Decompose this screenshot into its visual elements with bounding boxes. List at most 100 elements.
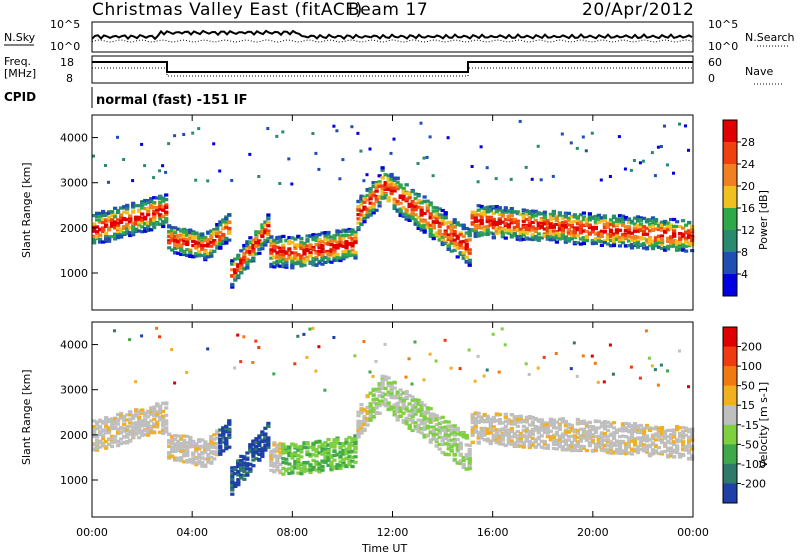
heatmap-cell: [164, 205, 169, 209]
heatmap-cell: [320, 452, 325, 456]
heatmap-cell: [539, 218, 544, 222]
heatmap-cell: [675, 446, 680, 450]
heatmap-cell: [494, 207, 499, 211]
heatmap-cell: [530, 423, 535, 427]
heatmap-cell: [365, 419, 370, 423]
heatmap-cell: [356, 226, 361, 230]
heatmap-cell: [395, 187, 400, 191]
heatmap-cell: [500, 235, 505, 239]
heatmap-cell: [323, 447, 328, 451]
heatmap-cell: [407, 204, 412, 208]
heatmap-cell: [428, 233, 433, 237]
heatmap-cell: [209, 441, 214, 445]
heatmap-cell: [158, 217, 163, 221]
heatmap-cell: [125, 418, 130, 422]
heatmap-cell: [563, 225, 568, 229]
heatmap-cell: [356, 428, 361, 432]
heatmap-cell: [614, 222, 620, 227]
heatmap-cell: [446, 220, 451, 224]
heatmap-cell: [581, 445, 586, 449]
heatmap-cell: [407, 217, 412, 221]
heatmap-cell: [362, 428, 367, 432]
heatmap-cell: [566, 239, 571, 243]
heatmap-cell: [647, 218, 653, 222]
heatmap-cell: [383, 375, 388, 379]
heatmap-cell: [587, 428, 592, 432]
heatmap-cell: [491, 220, 496, 224]
heatmap-cell: [371, 414, 376, 418]
heatmap-cell: [359, 209, 364, 213]
heatmap-cell: [233, 484, 238, 488]
heatmap-cell: [284, 261, 289, 265]
heatmap-cell: [320, 240, 325, 244]
heatmap-cell: [515, 222, 520, 227]
heatmap-cell: [518, 444, 523, 448]
heatmap-cell: [143, 420, 148, 424]
heatmap-cell: [491, 226, 496, 230]
heatmap-cell: [281, 449, 286, 453]
heatmap-cell: [356, 425, 361, 430]
heatmap-cell: [236, 459, 241, 463]
heatmap-cell: [464, 242, 469, 246]
heatmap-cell: [242, 243, 247, 248]
heatmap-cell: [263, 229, 268, 234]
heatmap-cell: [584, 149, 588, 153]
heatmap-cell: [521, 424, 526, 428]
heatmap-cell: [440, 241, 445, 245]
heatmap-cell: [464, 249, 469, 253]
heatmap-cell: [362, 418, 367, 422]
heatmap-cell: [434, 438, 439, 442]
heatmap-cell: [614, 431, 620, 435]
heatmap-cell: [356, 207, 361, 211]
heatmap-cell: [515, 236, 520, 240]
heatmap-cell: [350, 253, 355, 257]
heatmap-cell: [623, 435, 629, 439]
heatmap-cell: [341, 452, 346, 456]
heatmap-cell: [314, 263, 319, 267]
heatmap-cell: [431, 224, 436, 228]
heatmap-cell: [458, 441, 463, 445]
heatmap-cell: [368, 370, 372, 374]
heatmap-cell: [602, 225, 607, 230]
heatmap-cell: [359, 420, 364, 424]
heatmap-cell: [188, 248, 193, 252]
heatmap-cell: [332, 251, 337, 255]
heatmap-cell: [290, 471, 295, 475]
heatmap-cell: [311, 448, 316, 452]
heatmap-cell: [479, 231, 484, 235]
heatmap-cell: [473, 210, 478, 214]
heatmap-cell: [542, 210, 547, 214]
heatmap-cell: [578, 439, 583, 443]
heatmap-cell: [272, 455, 277, 459]
heatmap-cell: [419, 121, 423, 125]
heatmap-cell: [248, 252, 253, 256]
heatmap-cell: [170, 248, 175, 252]
heatmap-cell: [560, 236, 565, 240]
heatmap-cell: [503, 430, 508, 434]
heatmap-cell: [497, 212, 502, 217]
heatmap-cell: [356, 435, 361, 439]
heatmap-cell: [521, 214, 526, 218]
heatmap-cell: [452, 225, 457, 229]
heatmap-cell: [506, 218, 511, 222]
heatmap-cell: [506, 421, 511, 425]
heatmap-cell: [575, 422, 580, 426]
heatmap-cell: [410, 203, 415, 207]
heatmap-cell: [260, 247, 265, 251]
heatmap-cell: [347, 459, 352, 463]
heatmap-cell: [404, 191, 409, 195]
heatmap-cell: [146, 415, 151, 419]
heatmap-cell: [536, 428, 541, 432]
heatmap-cell: [110, 210, 115, 214]
heatmap-cell: [593, 361, 597, 365]
heatmap-cell: [530, 427, 535, 432]
heatmap-cell: [521, 212, 526, 216]
heatmap-cell: [143, 226, 148, 231]
heatmap-cell: [431, 209, 436, 213]
heatmap-cell: [158, 407, 163, 411]
heatmap-cell: [599, 219, 604, 223]
heatmap-cell: [140, 142, 144, 146]
heatmap-cell: [167, 230, 172, 234]
heatmap-cell: [206, 179, 210, 183]
heatmap-cell: [578, 242, 583, 246]
